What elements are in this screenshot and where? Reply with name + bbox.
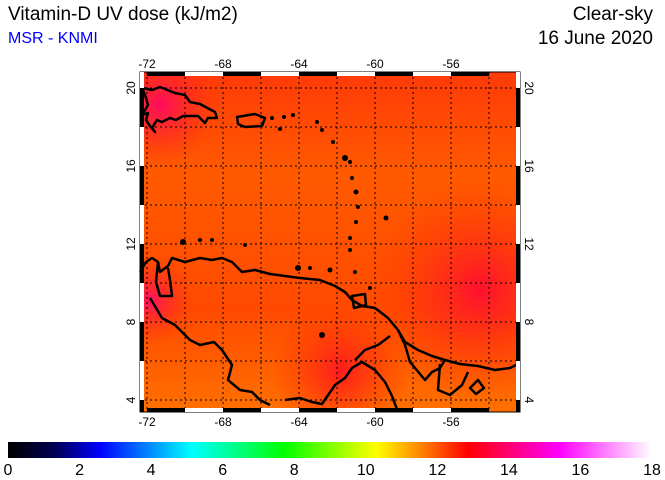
coastline-hispaniola: [140, 85, 219, 134]
frame-segment: [140, 283, 144, 322]
frame-segment: [516, 205, 520, 244]
frame-segment: [337, 72, 375, 76]
frame-segment: [375, 408, 413, 412]
frame-segment: [516, 322, 520, 361]
frame-segment: [451, 72, 489, 76]
lat-label-left: 4: [124, 396, 138, 403]
frame-segment: [140, 400, 144, 412]
frame-segment: [451, 408, 489, 412]
lat-label-right: 12: [522, 237, 536, 251]
border-venezuela-colombia: [148, 297, 271, 407]
frame-segment: [516, 127, 520, 166]
lon-label-top: -68: [214, 57, 232, 71]
colorbar-label: 16: [572, 462, 590, 479]
frame-segment: [516, 400, 520, 412]
frame-segment: [140, 244, 144, 283]
colorbar-label: 6: [218, 462, 227, 479]
lon-label-top: -60: [366, 57, 384, 71]
frame-segment: [140, 322, 144, 361]
lat-label-left: 20: [124, 81, 138, 95]
lon-label-bottom: -64: [290, 415, 308, 429]
lake-maracaibo: [154, 261, 174, 298]
border-venezuela-brazil: [284, 360, 400, 413]
border-french-guiana: [436, 363, 470, 397]
frame-segment: [140, 88, 144, 127]
lon-label-bottom: -68: [214, 415, 232, 429]
frame-segment: [337, 408, 375, 412]
frame-segment: [261, 408, 299, 412]
frame-segment: [299, 72, 337, 76]
frame-segment: [140, 205, 144, 244]
map-field: [140, 72, 520, 412]
colorbar-label: 14: [500, 462, 518, 479]
frame-segment: [140, 127, 144, 166]
map-frame: [139, 71, 521, 413]
colorbar-label: 12: [428, 462, 446, 479]
frame-segment: [140, 166, 144, 205]
coastlines: [138, 85, 519, 413]
coastline-south-america: [138, 256, 519, 372]
frame-segment: [147, 72, 185, 76]
coastline-trinidad: [350, 292, 368, 310]
frame-segment: [140, 361, 144, 400]
frame-segment: [413, 72, 451, 76]
lat-label-right: 8: [522, 319, 536, 326]
lon-label-top: -64: [290, 57, 308, 71]
frame-segment: [261, 72, 299, 76]
frame-segment: [516, 283, 520, 322]
frame-segment: [516, 244, 520, 283]
lake-guri: [468, 378, 486, 396]
lat-label-right: 20: [522, 81, 536, 95]
colorbar-bar: [8, 442, 652, 458]
lat-label-right: 16: [522, 159, 536, 173]
small-islands: [180, 113, 389, 338]
frame-segment: [299, 408, 337, 412]
colorbar-label: 8: [290, 462, 299, 479]
border-guyana: [354, 335, 391, 361]
map-title: Vitamin-D UV dose (kJ/m2): [8, 4, 238, 25]
colorbar-label: 2: [75, 462, 84, 479]
colorbar-label: 18: [643, 462, 661, 479]
lat-label-left: 12: [124, 237, 138, 251]
frame-segment: [185, 72, 223, 76]
frame-segment: [375, 72, 413, 76]
colorbar-label: 10: [357, 462, 375, 479]
frame-segment: [516, 166, 520, 205]
product-type: Clear-sky: [572, 4, 653, 25]
frame-segment: [516, 88, 520, 127]
lon-label-bottom: -56: [442, 415, 460, 429]
colorbar-label: 4: [147, 462, 156, 479]
lat-label-right: 4: [522, 397, 536, 404]
lon-label-bottom: -60: [366, 415, 384, 429]
colorbar-label: 0: [4, 462, 13, 479]
map-date: 16 June 2020: [537, 28, 653, 49]
coastline-puerto-rico: [235, 112, 267, 129]
lon-label-bottom: -72: [138, 415, 156, 429]
frame-segment: [147, 408, 185, 412]
axis-labels: -72 -72 -68 -68 -64 -64 -60 -60 -56 -56 20 20 16 16 12…: [124, 57, 536, 429]
data-source: MSR - KNMI: [8, 30, 98, 47]
frame-segment: [516, 361, 520, 400]
lat-label-left: 16: [124, 159, 138, 173]
frame-segment: [223, 72, 261, 76]
frame-segment: [413, 408, 451, 412]
lon-label-top: -72: [138, 57, 156, 71]
frame-segment: [185, 408, 223, 412]
lon-label-top: -56: [442, 57, 460, 71]
lat-label-left: 8: [124, 318, 138, 325]
frame-segment: [223, 408, 261, 412]
colorbar: 0 2 4 6 8 10 12 14 16 18: [4, 442, 661, 479]
